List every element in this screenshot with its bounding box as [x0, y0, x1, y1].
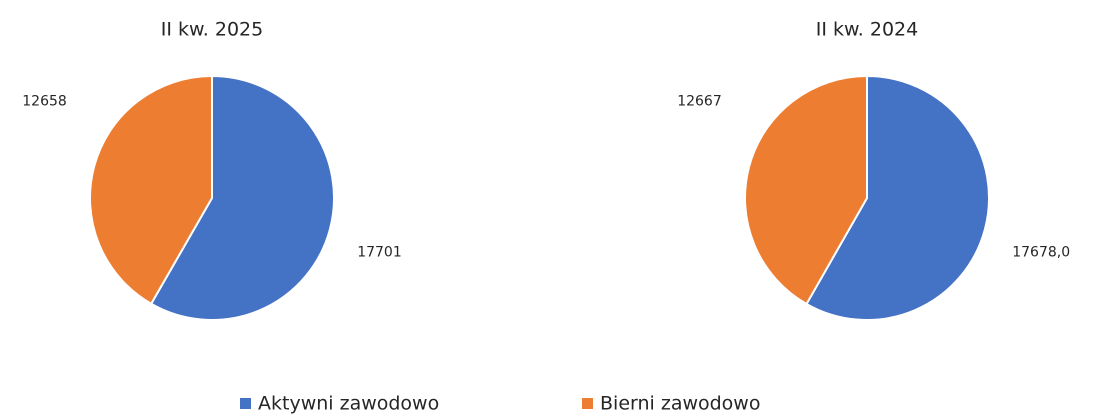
chart-title: II kw. 2025 — [161, 19, 263, 41]
legend-swatch — [582, 398, 593, 409]
data-label: 12667 — [677, 94, 722, 110]
legend-swatch — [240, 398, 251, 409]
pie-slice — [743, 74, 868, 306]
data-label: 12658 — [22, 93, 67, 109]
chart-title: II kw. 2024 — [816, 19, 918, 41]
data-label: 17701 — [357, 245, 402, 261]
legend-label: Aktywni zawodowo — [258, 393, 439, 415]
data-label: 17678,0 — [1012, 244, 1070, 260]
pie-slice — [89, 74, 213, 306]
pie-slice — [149, 74, 335, 321]
legend-label: Bierni zawodowo — [600, 393, 760, 415]
pie-slice — [805, 74, 990, 321]
